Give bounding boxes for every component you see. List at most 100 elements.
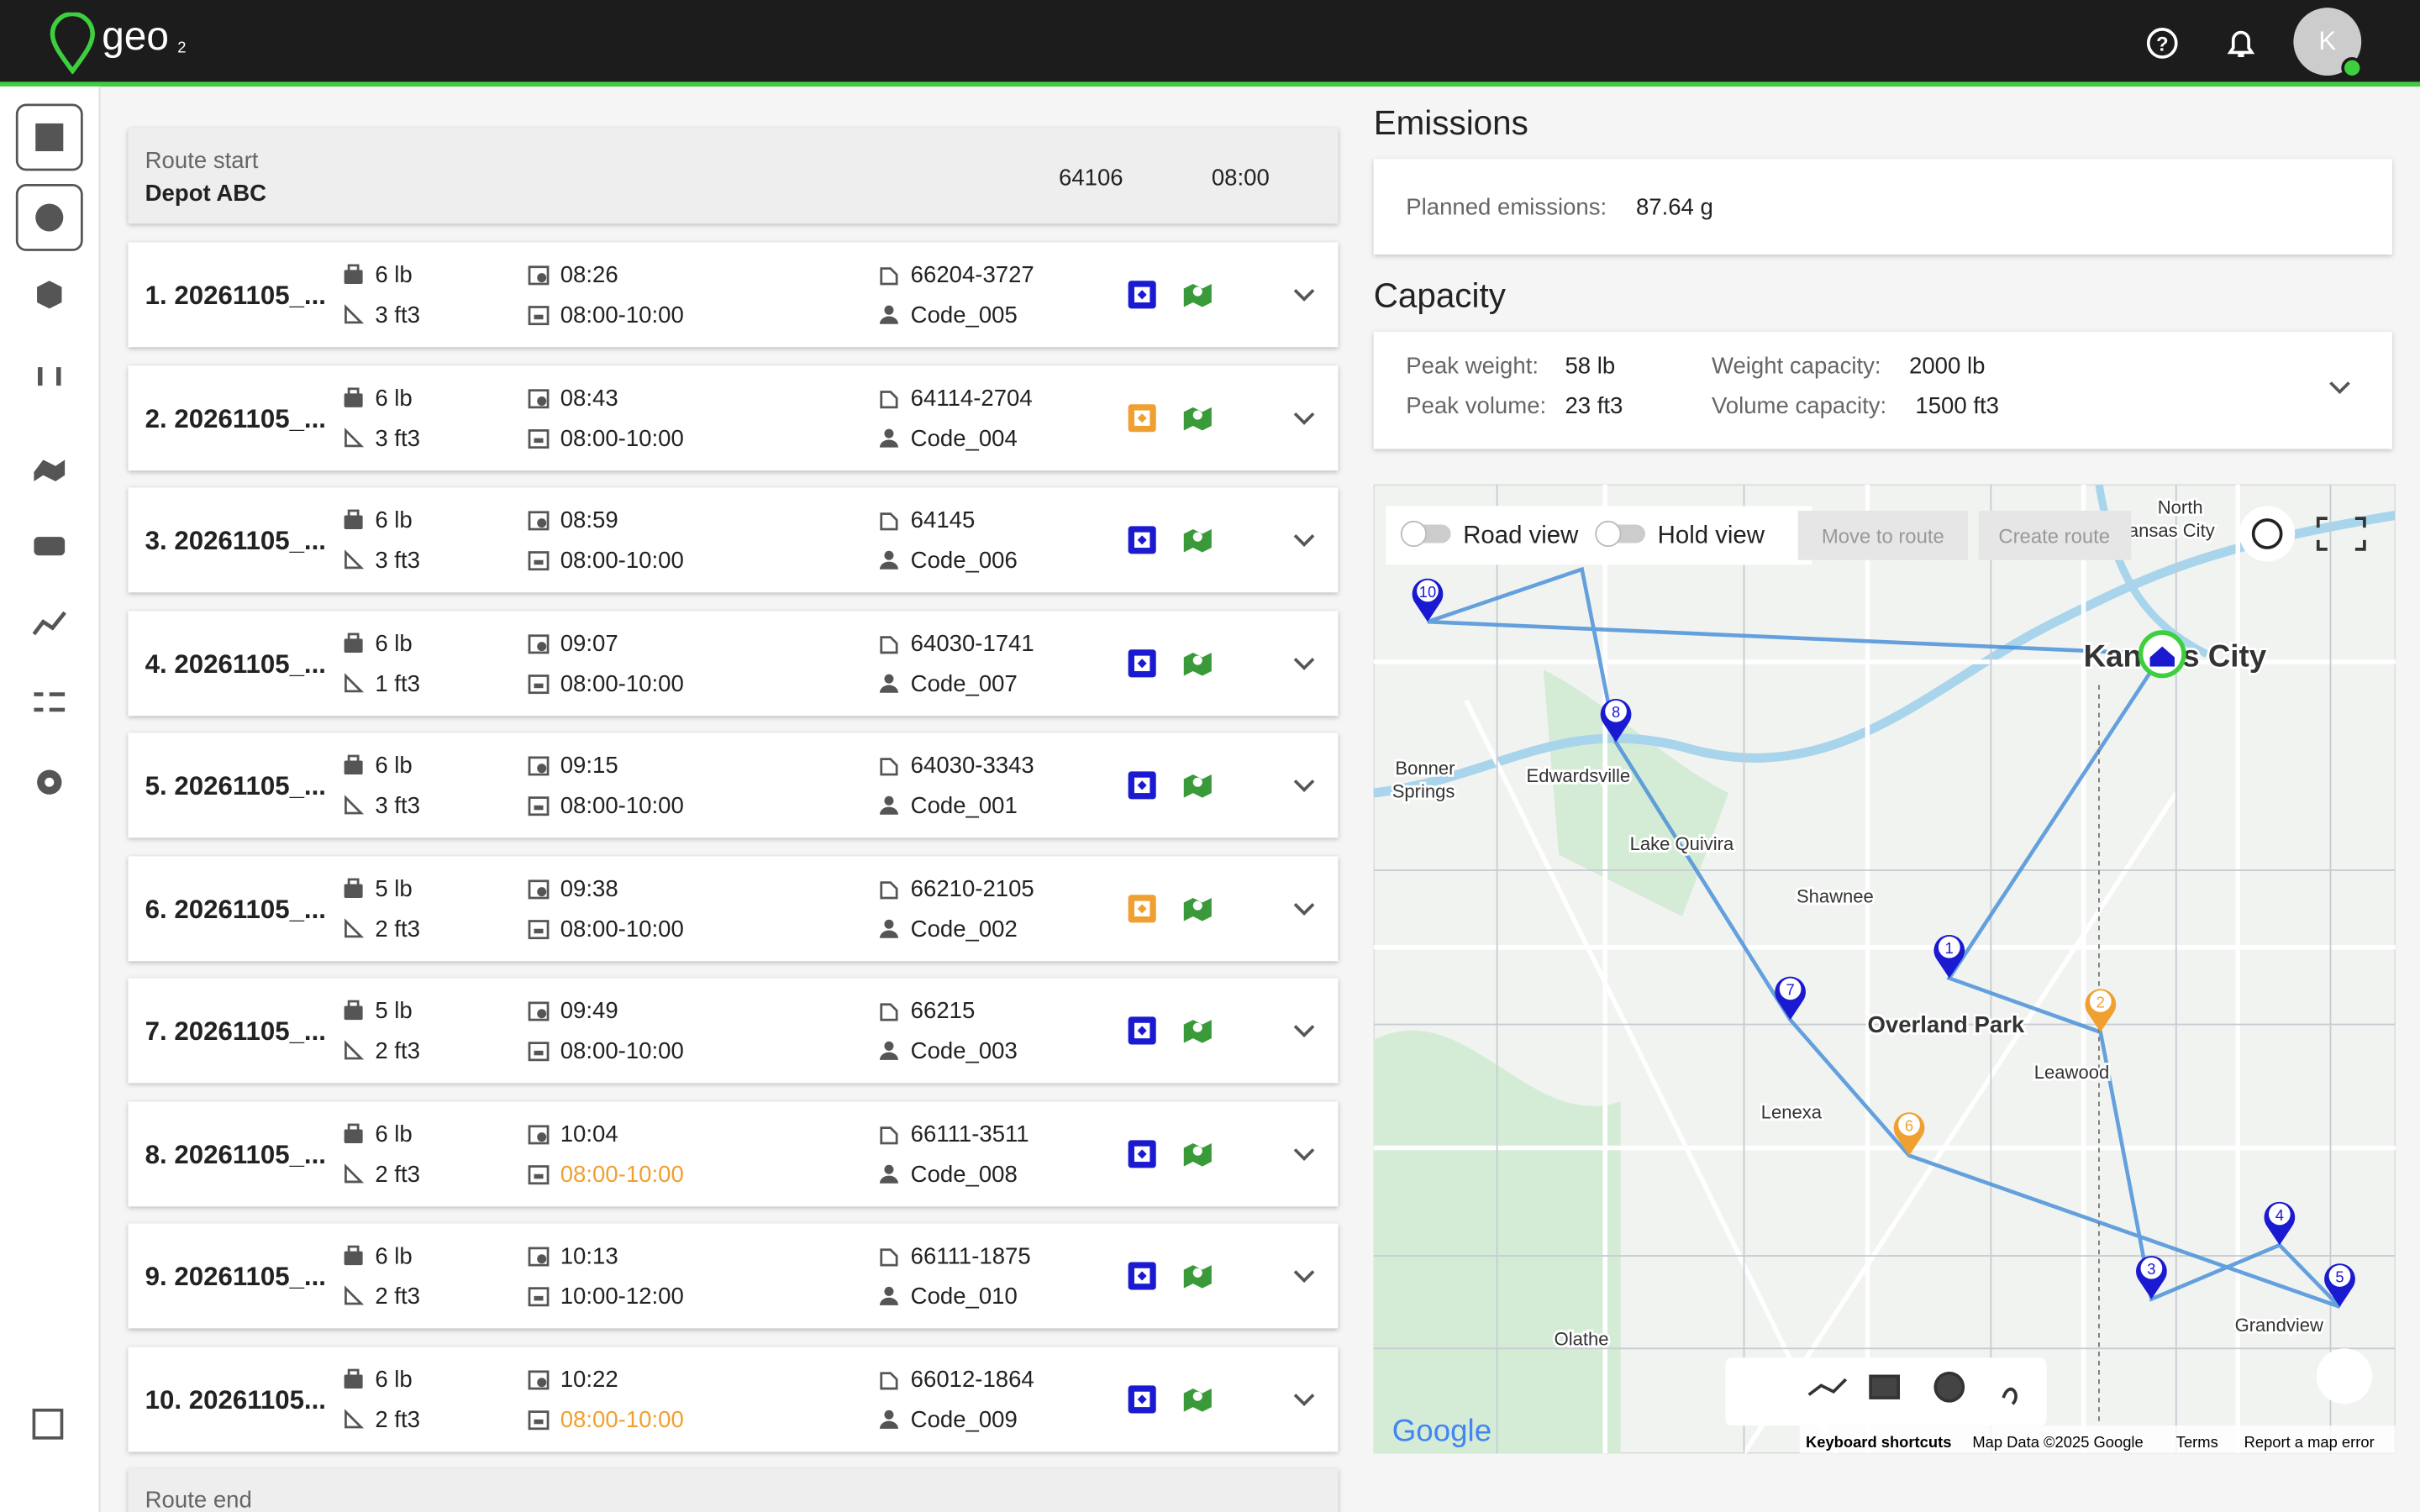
stop-eta: 08:26 xyxy=(560,262,618,289)
stop-status[interactable] xyxy=(1127,893,1158,924)
stop-eta: 10:04 xyxy=(560,1121,618,1147)
place-label: s City xyxy=(2182,638,2267,673)
stop-pin[interactable]: 8 xyxy=(1600,699,1632,743)
stop-pin[interactable]: 3 xyxy=(2136,1256,2167,1299)
capacity-title: Capacity xyxy=(1373,276,1506,315)
zip-icon xyxy=(880,635,898,654)
eta-icon xyxy=(528,1001,550,1021)
stop-map[interactable] xyxy=(1182,648,1213,679)
notifications-button[interactable] xyxy=(2223,24,2260,61)
move-to-route-button[interactable]: Move to route xyxy=(1822,526,1944,549)
zip-icon xyxy=(880,1126,898,1144)
stop-pin[interactable]: 6 xyxy=(1893,1112,1925,1156)
eta-icon xyxy=(528,1247,550,1267)
emissions-value: 87.64 g xyxy=(1635,194,1713,221)
stop-expand[interactable] xyxy=(1292,654,1316,672)
stop-zip: 64030-1741 xyxy=(910,630,1034,657)
stop-expand[interactable] xyxy=(1292,286,1316,304)
stop-eta: 09:38 xyxy=(560,875,618,902)
logo-text: geo xyxy=(102,12,169,59)
volume-capacity: 1500 ft3 xyxy=(1915,393,1999,420)
stop-map[interactable] xyxy=(1182,402,1213,433)
stop-zip: 66111-1875 xyxy=(910,1243,1031,1270)
place-label: Shawnee xyxy=(1797,885,1874,906)
help-button[interactable]: ? xyxy=(2144,24,2181,61)
stop-code: Code_009 xyxy=(910,1406,1018,1433)
stop-status[interactable] xyxy=(1127,524,1158,555)
stop-window: 08:00-10:00 xyxy=(560,1406,684,1433)
stop-expand[interactable] xyxy=(1292,776,1316,795)
stop-pin[interactable]: 1 xyxy=(1933,935,1965,979)
attribution[interactable]: Terms xyxy=(2176,1433,2218,1451)
peak-weight: 58 lb xyxy=(1565,353,1616,380)
stop-expand[interactable] xyxy=(1292,1389,1316,1408)
zip-icon xyxy=(880,1371,898,1389)
stop-title: 8. 20261105_... xyxy=(145,1139,326,1169)
stop-eta: 10:22 xyxy=(560,1366,618,1393)
stop-code: Code_004 xyxy=(910,425,1018,452)
toggle-label[interactable]: Road view xyxy=(1463,522,1579,549)
place-label: Olathe xyxy=(1555,1329,1609,1350)
stop-status[interactable] xyxy=(1127,1138,1158,1169)
stop-zip: 64030-3343 xyxy=(910,753,1034,780)
create-route-button[interactable]: Create route xyxy=(1998,526,2110,549)
stop-expand[interactable] xyxy=(1292,531,1316,549)
pin-label: 3 xyxy=(2147,1260,2155,1278)
place-label: Leawood xyxy=(2034,1062,2109,1083)
weight-capacity-label: Weight capacity: xyxy=(1711,353,1881,380)
pin-label: 7 xyxy=(1786,981,1795,999)
stop-map[interactable] xyxy=(1182,1138,1213,1169)
stop-pin[interactable]: 4 xyxy=(2264,1201,2296,1246)
window-icon xyxy=(528,1410,550,1430)
capacity-expand[interactable] xyxy=(2328,378,2352,396)
stop-status[interactable] xyxy=(1127,1016,1158,1047)
stop-weight: 6 lb xyxy=(375,507,413,534)
volume-icon xyxy=(345,795,365,815)
weight-icon xyxy=(344,1122,363,1143)
stop-volume: 1 ft3 xyxy=(375,670,420,697)
stop-expand[interactable] xyxy=(1292,1021,1316,1040)
peak-weight-label: Peak weight: xyxy=(1406,353,1539,380)
stop-expand[interactable] xyxy=(1292,899,1316,917)
stop-map[interactable] xyxy=(1182,524,1213,555)
toggle-label[interactable]: Hold view xyxy=(1658,522,1765,549)
stop-map[interactable] xyxy=(1182,1383,1213,1415)
stop-pin[interactable]: 10 xyxy=(1412,578,1444,622)
attribution[interactable]: Report a map error xyxy=(2244,1433,2375,1451)
stop-map[interactable] xyxy=(1182,770,1213,801)
stop-map[interactable] xyxy=(1182,1016,1213,1047)
sidebar-icons[interactable] xyxy=(0,87,99,1475)
place-label: Overland Park xyxy=(1867,1011,2024,1037)
stop-map[interactable] xyxy=(1182,279,1213,310)
stop-title: 3. 20261105_... xyxy=(145,526,326,556)
weight-icon xyxy=(344,1245,363,1266)
stop-map[interactable] xyxy=(1182,1261,1213,1292)
place-label: North xyxy=(2158,497,2203,518)
stop-status[interactable] xyxy=(1127,770,1158,801)
stop-status[interactable] xyxy=(1127,1383,1158,1415)
place-label: Grandview xyxy=(2235,1315,2323,1336)
capacity-panel[interactable] xyxy=(1373,331,2392,449)
stop-pin[interactable]: 2 xyxy=(2085,989,2117,1032)
window-icon xyxy=(528,674,550,694)
stop-weight: 5 lb xyxy=(375,998,413,1025)
pin-label: 5 xyxy=(2335,1268,2344,1285)
stop-status[interactable] xyxy=(1127,648,1158,679)
stop-status[interactable] xyxy=(1127,1261,1158,1292)
stop-pin[interactable]: 7 xyxy=(1775,976,1806,1021)
stop-status[interactable] xyxy=(1127,402,1158,433)
map[interactable]: North Kansas City Kan s City Bonner Spri… xyxy=(1373,484,2396,1454)
code-icon xyxy=(879,918,898,937)
stop-expand[interactable] xyxy=(1292,1144,1316,1163)
stop-code: Code_008 xyxy=(910,1161,1018,1188)
status-dot xyxy=(2341,56,2364,79)
stop-map[interactable] xyxy=(1182,893,1213,924)
attribution[interactable]: Keyboard shortcuts xyxy=(1806,1433,1951,1451)
stop-pin[interactable]: 5 xyxy=(2324,1263,2355,1307)
stop-weight: 6 lb xyxy=(375,1121,413,1147)
stop-expand[interactable] xyxy=(1292,408,1316,427)
stop-expand[interactable] xyxy=(1292,1267,1316,1285)
stop-weight: 6 lb xyxy=(375,753,413,780)
stop-zip: 66012-1864 xyxy=(910,1366,1034,1393)
stop-status[interactable] xyxy=(1127,279,1158,310)
